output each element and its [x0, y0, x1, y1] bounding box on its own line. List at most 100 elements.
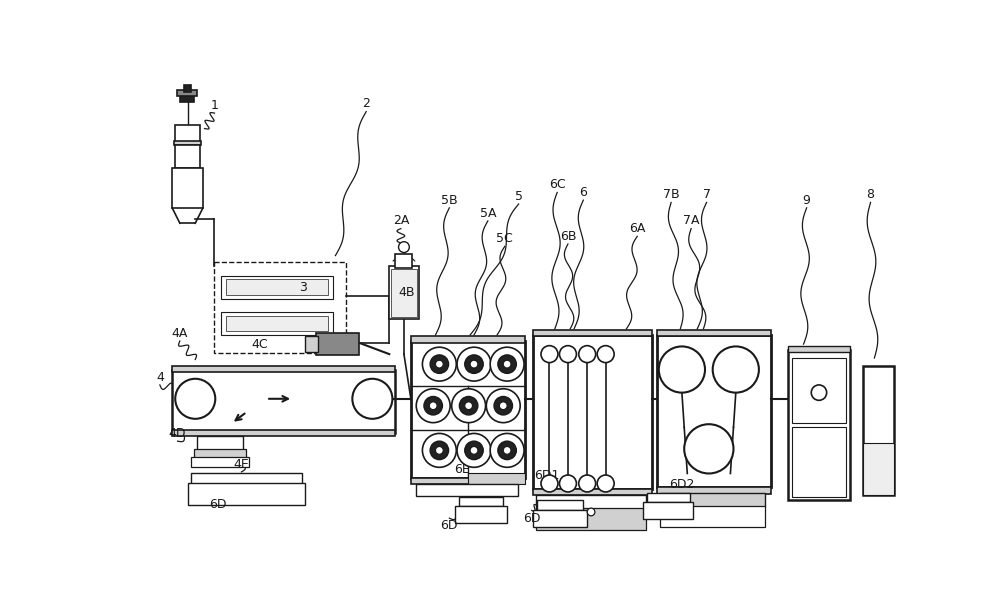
- Bar: [788, 347, 850, 352]
- Circle shape: [597, 475, 614, 492]
- Bar: [391, 269, 417, 317]
- Circle shape: [416, 389, 450, 423]
- Bar: [863, 443, 894, 495]
- Bar: [184, 85, 191, 91]
- Circle shape: [494, 396, 512, 415]
- Bar: [389, 266, 419, 320]
- Circle shape: [352, 379, 392, 419]
- Circle shape: [659, 347, 705, 393]
- Text: 7: 7: [703, 188, 711, 201]
- Bar: [172, 429, 395, 436]
- Text: 6D: 6D: [210, 498, 227, 511]
- Bar: [226, 315, 328, 331]
- Text: 6D: 6D: [441, 519, 458, 532]
- Text: 7A: 7A: [683, 214, 699, 227]
- Text: 4D: 4D: [169, 427, 186, 440]
- Text: 8: 8: [867, 188, 875, 201]
- Text: 6A: 6A: [629, 222, 645, 235]
- Text: 6: 6: [579, 186, 587, 199]
- Circle shape: [457, 347, 491, 381]
- Circle shape: [465, 402, 472, 410]
- Bar: [188, 484, 305, 505]
- Text: 5: 5: [515, 190, 523, 203]
- Circle shape: [559, 346, 576, 362]
- Bar: [792, 428, 846, 496]
- Bar: [411, 341, 525, 478]
- Bar: [175, 125, 200, 143]
- Circle shape: [597, 346, 614, 362]
- Bar: [657, 487, 771, 493]
- Circle shape: [498, 355, 516, 373]
- Bar: [305, 336, 318, 352]
- Circle shape: [490, 347, 524, 381]
- Bar: [657, 330, 771, 336]
- Bar: [660, 493, 765, 507]
- Circle shape: [399, 242, 409, 253]
- Bar: [455, 506, 507, 523]
- Circle shape: [490, 434, 524, 467]
- Bar: [660, 506, 765, 527]
- Circle shape: [470, 361, 478, 368]
- Circle shape: [465, 441, 483, 460]
- Circle shape: [541, 475, 558, 492]
- Circle shape: [713, 347, 759, 393]
- Circle shape: [436, 361, 443, 368]
- Bar: [172, 168, 203, 208]
- Text: 1: 1: [211, 99, 218, 112]
- Text: 4C: 4C: [252, 337, 268, 351]
- Bar: [533, 489, 652, 495]
- Bar: [191, 473, 302, 484]
- Circle shape: [486, 389, 520, 423]
- Text: 4E: 4E: [234, 458, 249, 471]
- Bar: [221, 312, 333, 335]
- Circle shape: [559, 475, 576, 492]
- Circle shape: [498, 441, 516, 460]
- Text: 7B: 7B: [663, 188, 679, 201]
- Text: 4A: 4A: [172, 327, 188, 340]
- Circle shape: [422, 434, 456, 467]
- Circle shape: [579, 475, 596, 492]
- Bar: [172, 370, 395, 432]
- Bar: [792, 358, 846, 423]
- Text: 2: 2: [362, 97, 370, 110]
- Circle shape: [503, 446, 511, 454]
- Bar: [316, 333, 358, 355]
- Text: 6D2: 6D2: [669, 477, 695, 491]
- Bar: [177, 90, 197, 96]
- Text: 6D: 6D: [523, 512, 540, 524]
- Circle shape: [541, 346, 558, 362]
- Text: 5A: 5A: [480, 206, 496, 220]
- Circle shape: [175, 379, 215, 419]
- Bar: [172, 365, 395, 372]
- Bar: [533, 335, 652, 489]
- Bar: [191, 457, 249, 466]
- Text: 5C: 5C: [496, 232, 513, 245]
- Bar: [180, 94, 194, 102]
- Circle shape: [429, 402, 437, 410]
- Text: 9: 9: [803, 194, 811, 206]
- Bar: [788, 350, 850, 501]
- Bar: [194, 449, 246, 458]
- Bar: [536, 508, 646, 530]
- Circle shape: [684, 424, 733, 473]
- Bar: [459, 496, 503, 506]
- Text: 5B: 5B: [441, 194, 458, 206]
- Bar: [197, 436, 243, 449]
- Bar: [226, 280, 328, 295]
- Bar: [647, 493, 690, 502]
- Bar: [214, 262, 346, 353]
- Circle shape: [587, 508, 595, 516]
- Text: 6E: 6E: [455, 463, 470, 476]
- Bar: [175, 145, 200, 168]
- Text: 4: 4: [156, 371, 164, 384]
- Circle shape: [465, 355, 483, 373]
- Text: 3: 3: [299, 281, 307, 294]
- Bar: [657, 335, 771, 487]
- Bar: [395, 254, 412, 268]
- Bar: [537, 501, 583, 510]
- Text: 6B: 6B: [560, 230, 576, 243]
- Circle shape: [457, 434, 491, 467]
- Bar: [643, 502, 693, 519]
- Circle shape: [430, 441, 449, 460]
- Circle shape: [424, 396, 442, 415]
